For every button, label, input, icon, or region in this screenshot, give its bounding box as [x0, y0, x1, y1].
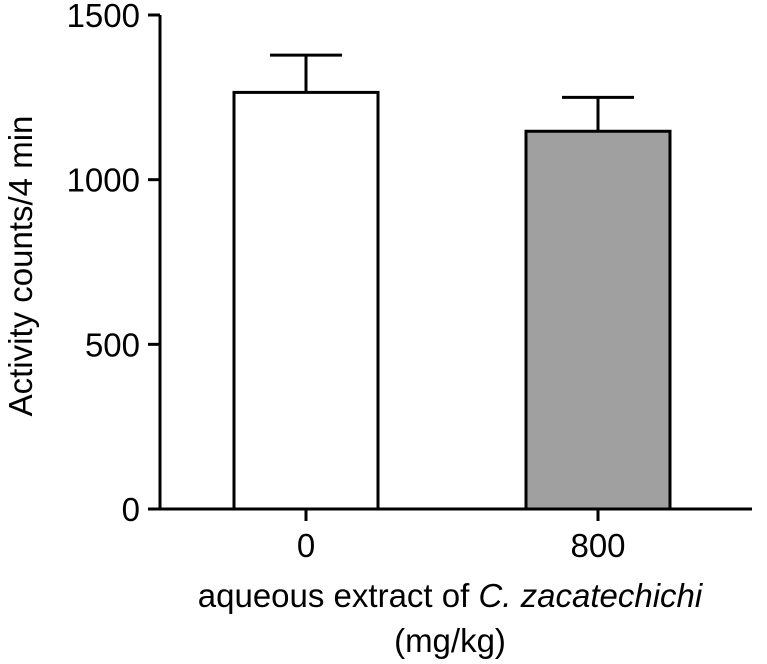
bars-group [232, 90, 672, 511]
y-axis-title: Activity counts/4 min [2, 116, 39, 417]
y-tick-label-1000: 1000 [67, 162, 140, 199]
x-ticks-group: 0 800 [297, 509, 626, 564]
y-ticks-group: 0 500 1000 1500 [67, 0, 160, 528]
x-axis-units: (mg/kg) [394, 622, 506, 659]
bar-0 [232, 90, 380, 511]
y-tick-label-500: 500 [85, 326, 140, 363]
x-axis-title-species: C. zacatechichi [478, 577, 703, 614]
x-axis-title-main: aqueous extract of [198, 577, 479, 614]
bar-800 [524, 129, 672, 511]
x-tick-label-800: 800 [570, 527, 625, 564]
y-tick-label-0: 0 [122, 491, 140, 528]
error-bars-group [270, 53, 634, 132]
x-tick-label-0: 0 [297, 527, 315, 564]
y-tick-label-1500: 1500 [67, 0, 140, 34]
x-axis-title: aqueous extract of C. zacatechichi [198, 577, 704, 614]
